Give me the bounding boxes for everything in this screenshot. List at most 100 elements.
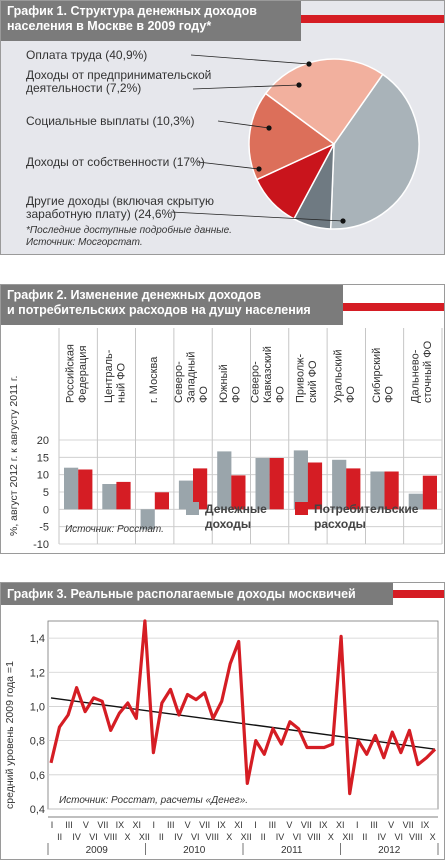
chart1-header: [1, 1, 301, 41]
bar-0-6: [293, 450, 308, 510]
bar-0-5: [255, 458, 270, 510]
bar-0-4: [217, 451, 232, 510]
pie-slice-0: [329, 73, 420, 230]
chart3-source: Источник: Росстат, расчеты «Денег».: [59, 795, 248, 806]
line-year-label-3: 2012: [378, 845, 401, 856]
chart1-title-line2: населения в Москве в 2009 году*: [7, 19, 212, 33]
line-xtick-top-7: III: [167, 820, 175, 830]
line-xtick-bottom-15: VIII: [307, 832, 321, 842]
line-xtick-bottom-11: XII: [241, 832, 252, 842]
line-xtick-bottom-14: VI: [293, 832, 302, 842]
chart2-header: [1, 285, 343, 325]
bar-ytick-1: -5: [39, 522, 49, 534]
line-xtick-bottom-12: II: [261, 832, 266, 842]
bar-category-label-9-0: Дальнево-: [409, 349, 421, 403]
bar-category-label-3-1: Западный: [186, 352, 198, 403]
line-xtick-top-9: VII: [199, 820, 210, 830]
bar-category-label-6-0: Приволж-: [294, 353, 306, 403]
bar-category-label-3-2: ФО: [198, 386, 210, 403]
line-xtick-bottom-9: VIII: [205, 832, 219, 842]
bar-0-1: [102, 484, 117, 510]
line-xtick-bottom-4: X: [124, 832, 130, 842]
line-xtick-top-21: VII: [403, 820, 414, 830]
pie-label-1-line1: Доходы от предпринимательской: [26, 68, 212, 82]
bar-category-label-5-1: Кавказский: [262, 346, 274, 403]
chart3-title: График 3. Реальные располагаемые доходы …: [7, 587, 356, 601]
line-year-label-1: 2010: [183, 845, 206, 856]
legend-spending-line2: расходы: [314, 517, 366, 531]
bar-0-9: [408, 493, 423, 510]
chart2-panel: График 2. Изменение денежных доходов и п…: [0, 284, 445, 554]
chart2-header-accent: [343, 303, 444, 311]
legend-spending-line1: Потребительские: [314, 502, 419, 516]
bar-0-2: [140, 509, 155, 530]
line-xtick-bottom-10: X: [226, 832, 232, 842]
line-xtick-bottom-3: VIII: [104, 832, 118, 842]
bar-category-label-3-0: Северо-: [173, 361, 185, 403]
bar-category-label-0-0: Российская: [65, 344, 77, 403]
bar-1-3: [193, 468, 208, 510]
bar-category-label-7-0: Уральский: [333, 350, 345, 403]
bar-category-label-5-0: Северо-: [250, 361, 262, 403]
pie-leader-4: [170, 211, 344, 222]
legend-income-line1: Денежные: [205, 502, 267, 516]
line-ytick-5: 1,4: [30, 633, 45, 645]
chart2-title-line1: График 2. Изменение денежных доходов: [7, 288, 262, 302]
chart1-footnote: *Последние доступные подробные данные.: [26, 225, 232, 236]
pie-leader-dot-0: [306, 61, 312, 67]
chart3-header: [1, 583, 393, 605]
chart2-source: Источник: Росстат.: [65, 524, 164, 535]
line-xtick-bottom-2: VI: [89, 832, 98, 842]
chart1-pie: [170, 54, 420, 230]
line-xtick-top-8: V: [185, 820, 191, 830]
bar-category-label-4-0: Южный: [218, 364, 230, 403]
line-xtick-bottom-17: XII: [342, 832, 353, 842]
pie-leader-2: [217, 120, 270, 129]
line-xtick-top-13: III: [269, 820, 277, 830]
bar-category-label-0-1: Федерация: [77, 346, 89, 403]
pie-leader-dot-3: [256, 166, 262, 172]
bar-category-label-2-0: г. Москва: [148, 356, 160, 403]
chart3-header-accent: [393, 590, 444, 598]
line-xtick-top-11: XI: [234, 820, 243, 830]
line-ytick-2: 0,8: [30, 736, 45, 748]
bar-1-9: [422, 475, 437, 510]
bar-1-6: [307, 462, 323, 510]
line-ytick-1: 0,6: [30, 770, 45, 782]
bar-category-label-4-1: ФО: [230, 386, 242, 403]
line-xtick-top-19: III: [370, 820, 378, 830]
legend-swatch-spending: [295, 502, 308, 515]
bar-1-4: [231, 475, 246, 510]
bar-category-label-8-1: ФО: [384, 386, 396, 403]
line-xtick-top-22: IX: [421, 820, 430, 830]
chart2-title-line2: и потребительских расходов на душу насел…: [7, 303, 311, 317]
bar-1-0: [78, 469, 93, 510]
line-xtick-top-17: XI: [336, 820, 345, 830]
line-year-label-0: 2009: [86, 845, 109, 856]
line-xtick-top-10: IX: [217, 820, 226, 830]
bar-category-label-1-0: Централь-: [103, 349, 115, 403]
chart3-panel: График 3. Реальные располагаемые доходы …: [0, 582, 445, 860]
bar-1-7: [346, 468, 361, 510]
pie-label-3: Доходы от собственности (17%): [26, 155, 205, 169]
bar-ytick-4: 10: [37, 470, 49, 482]
line-xtick-bottom-1: IV: [72, 832, 81, 842]
pie-slice-4: [264, 58, 384, 146]
line-xtick-top-12: I: [254, 820, 257, 830]
bar-ytick-3: 5: [43, 487, 49, 499]
bar-category-label-5-2: ФО: [275, 386, 287, 403]
pie-leader-dot-2: [266, 125, 272, 131]
bar-1-5: [269, 458, 284, 510]
pie-label-4-line1: Другие доходы (включая скрытую: [26, 194, 214, 208]
line-xtick-top-0: I: [51, 820, 54, 830]
line-xtick-bottom-8: VI: [191, 832, 200, 842]
pie-label-1-line2: деятельности (7,2%): [26, 81, 142, 95]
pie-label-0: Оплата труда (40,9%): [26, 48, 148, 62]
pie-leader-3: [197, 161, 260, 170]
chart1-title-line1: График 1. Структура денежных доходов: [7, 4, 257, 18]
bar-1-1: [116, 481, 131, 510]
line-xtick-top-18: I: [356, 820, 359, 830]
pie-leader-0: [190, 54, 310, 65]
line-xtick-bottom-13: IV: [276, 832, 285, 842]
pie-leader-dot-1: [296, 82, 302, 88]
